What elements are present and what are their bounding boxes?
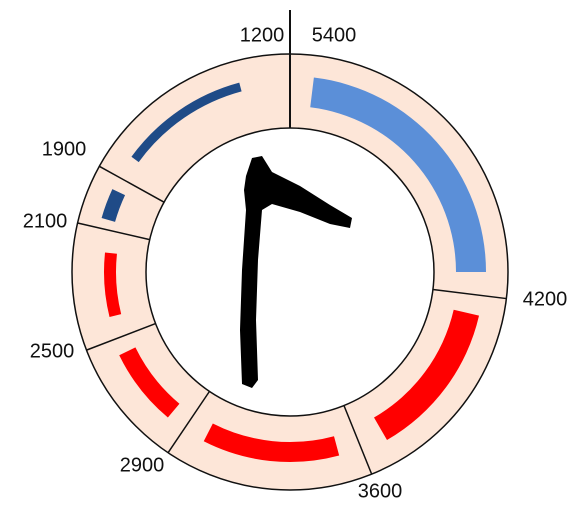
divider (167, 390, 211, 454)
segment-bar (374, 309, 480, 441)
segment-bar (131, 82, 242, 163)
divider (343, 405, 373, 475)
boundary-label: 2100 (23, 210, 68, 232)
boundary-label: 2900 (120, 454, 165, 476)
boundary-label: 5400 (312, 24, 357, 46)
boundary-label: 3600 (358, 480, 403, 502)
boundary-label: 1900 (42, 138, 87, 160)
divider (98, 165, 165, 203)
glyph (240, 156, 352, 388)
divider (432, 288, 507, 300)
segment-bar (101, 189, 126, 222)
boundary-label: 2500 (30, 340, 75, 362)
segment-bar (104, 252, 122, 317)
segment-bar (310, 77, 486, 272)
boundary-label: 4200 (523, 288, 568, 310)
boundary-label: 1200 (240, 24, 285, 46)
segment-bar (203, 423, 340, 462)
ring-inner (145, 127, 435, 417)
divider (86, 322, 156, 351)
segment-bar (119, 347, 180, 418)
divider (77, 222, 150, 241)
